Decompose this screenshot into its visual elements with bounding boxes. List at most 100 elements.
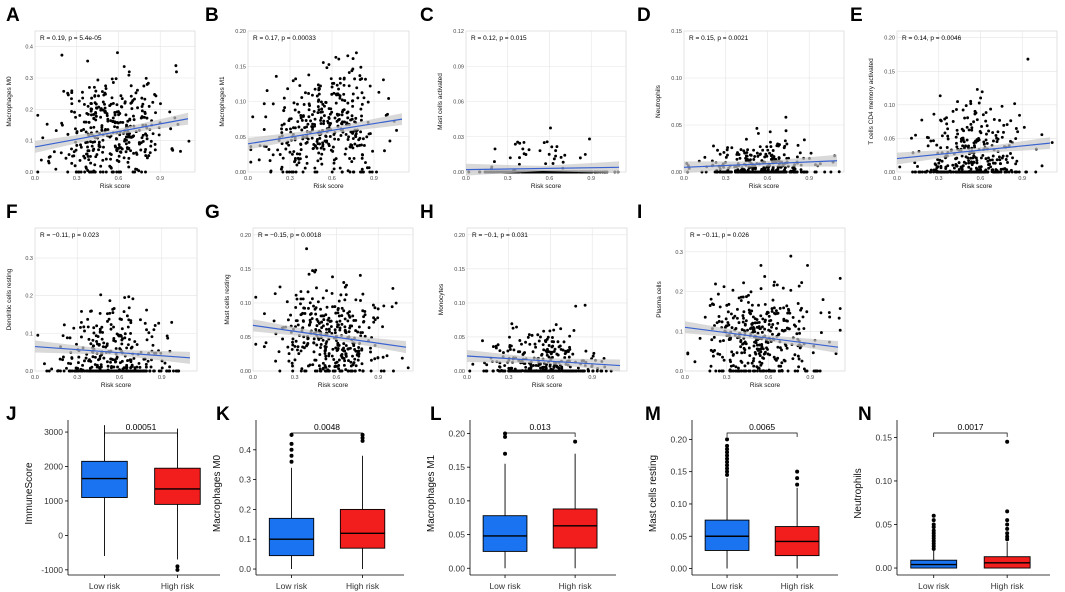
data-point [537,339,541,343]
data-point [52,150,56,154]
x-axis-label: Risk score [313,183,344,190]
data-point [271,102,275,106]
y-tick-label: 0.15 [235,64,246,70]
data-point [98,357,102,361]
data-point [92,116,96,120]
x-tick-label: High risk [559,581,593,591]
data-point [791,166,795,170]
data-point [299,143,303,147]
data-point [135,167,139,171]
data-point [763,318,767,322]
data-point [342,363,346,367]
data-point [755,325,759,329]
y-tick-label: 1000 [44,496,63,506]
data-point [785,142,789,146]
data-point [129,94,133,98]
data-point [758,145,762,149]
outlier-point [503,451,508,456]
data-point [95,365,99,369]
data-point [731,288,735,292]
data-point [113,125,116,129]
data-point [76,361,80,365]
data-point [94,334,98,338]
data-point [132,118,136,122]
data-point [344,368,348,372]
data-point [761,148,765,152]
data-point [84,120,88,124]
data-point [559,327,563,331]
data-point [938,170,942,174]
data-point [729,312,733,316]
data-point [299,297,303,301]
data-point [981,113,985,117]
data-point [1000,104,1004,108]
data-point [713,348,717,352]
data-point [576,366,580,370]
data-point [776,345,780,349]
data-point [898,165,902,169]
data-point [712,335,716,339]
data-point [369,350,372,354]
data-point [309,119,313,123]
data-point [1017,170,1021,174]
data-point [353,142,357,146]
data-point [788,311,792,315]
data-point [36,170,40,174]
data-point [1009,152,1012,155]
data-point [87,120,91,124]
data-point [111,101,115,105]
data-point [346,54,350,58]
data-point [518,156,521,160]
data-point [992,139,995,143]
data-point [955,128,959,132]
y-tick-label: 0.00 [454,369,465,375]
data-point [123,296,127,299]
data-point [976,170,980,174]
data-point [730,350,734,354]
data-point [724,155,728,159]
data-point [829,170,833,174]
data-point [745,170,749,174]
data-point [568,334,572,338]
data-point [330,85,334,89]
data-point [321,143,325,147]
data-point [943,131,947,135]
box-high-risk [339,508,386,549]
data-point [967,159,971,163]
data-point [795,155,799,159]
data-point [362,144,366,147]
data-point [975,158,979,162]
data-point [334,361,337,365]
data-point [56,369,60,373]
data-point [992,118,996,121]
data-point [534,345,538,349]
data-point [765,310,769,314]
data-point [100,90,104,94]
data-point [262,345,266,349]
y-tick-label: 0.3 [25,256,33,262]
data-point [763,155,767,159]
data-point [735,157,739,161]
data-point [538,149,542,153]
data-point [370,170,374,174]
data-point [377,90,381,94]
y-tick-label: 0.09 [453,64,464,70]
data-point [527,333,531,337]
x-tick-label: 0.3 [722,176,730,182]
data-point [288,150,292,154]
data-point [336,341,340,345]
data-point [317,151,321,155]
data-point [83,329,86,333]
box-low-risk [268,517,315,557]
data-point [720,369,724,373]
data-point [776,167,780,171]
data-point [319,342,323,346]
data-point [722,150,726,154]
data-point [540,352,544,356]
data-point [742,281,746,285]
data-point [82,325,86,329]
data-point [314,327,318,331]
data-point [129,321,133,325]
data-point [773,170,777,174]
data-point [293,158,297,162]
